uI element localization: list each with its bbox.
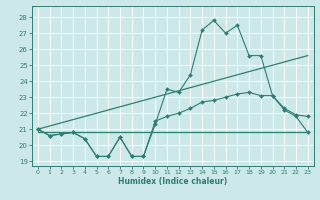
X-axis label: Humidex (Indice chaleur): Humidex (Indice chaleur) (118, 177, 228, 186)
